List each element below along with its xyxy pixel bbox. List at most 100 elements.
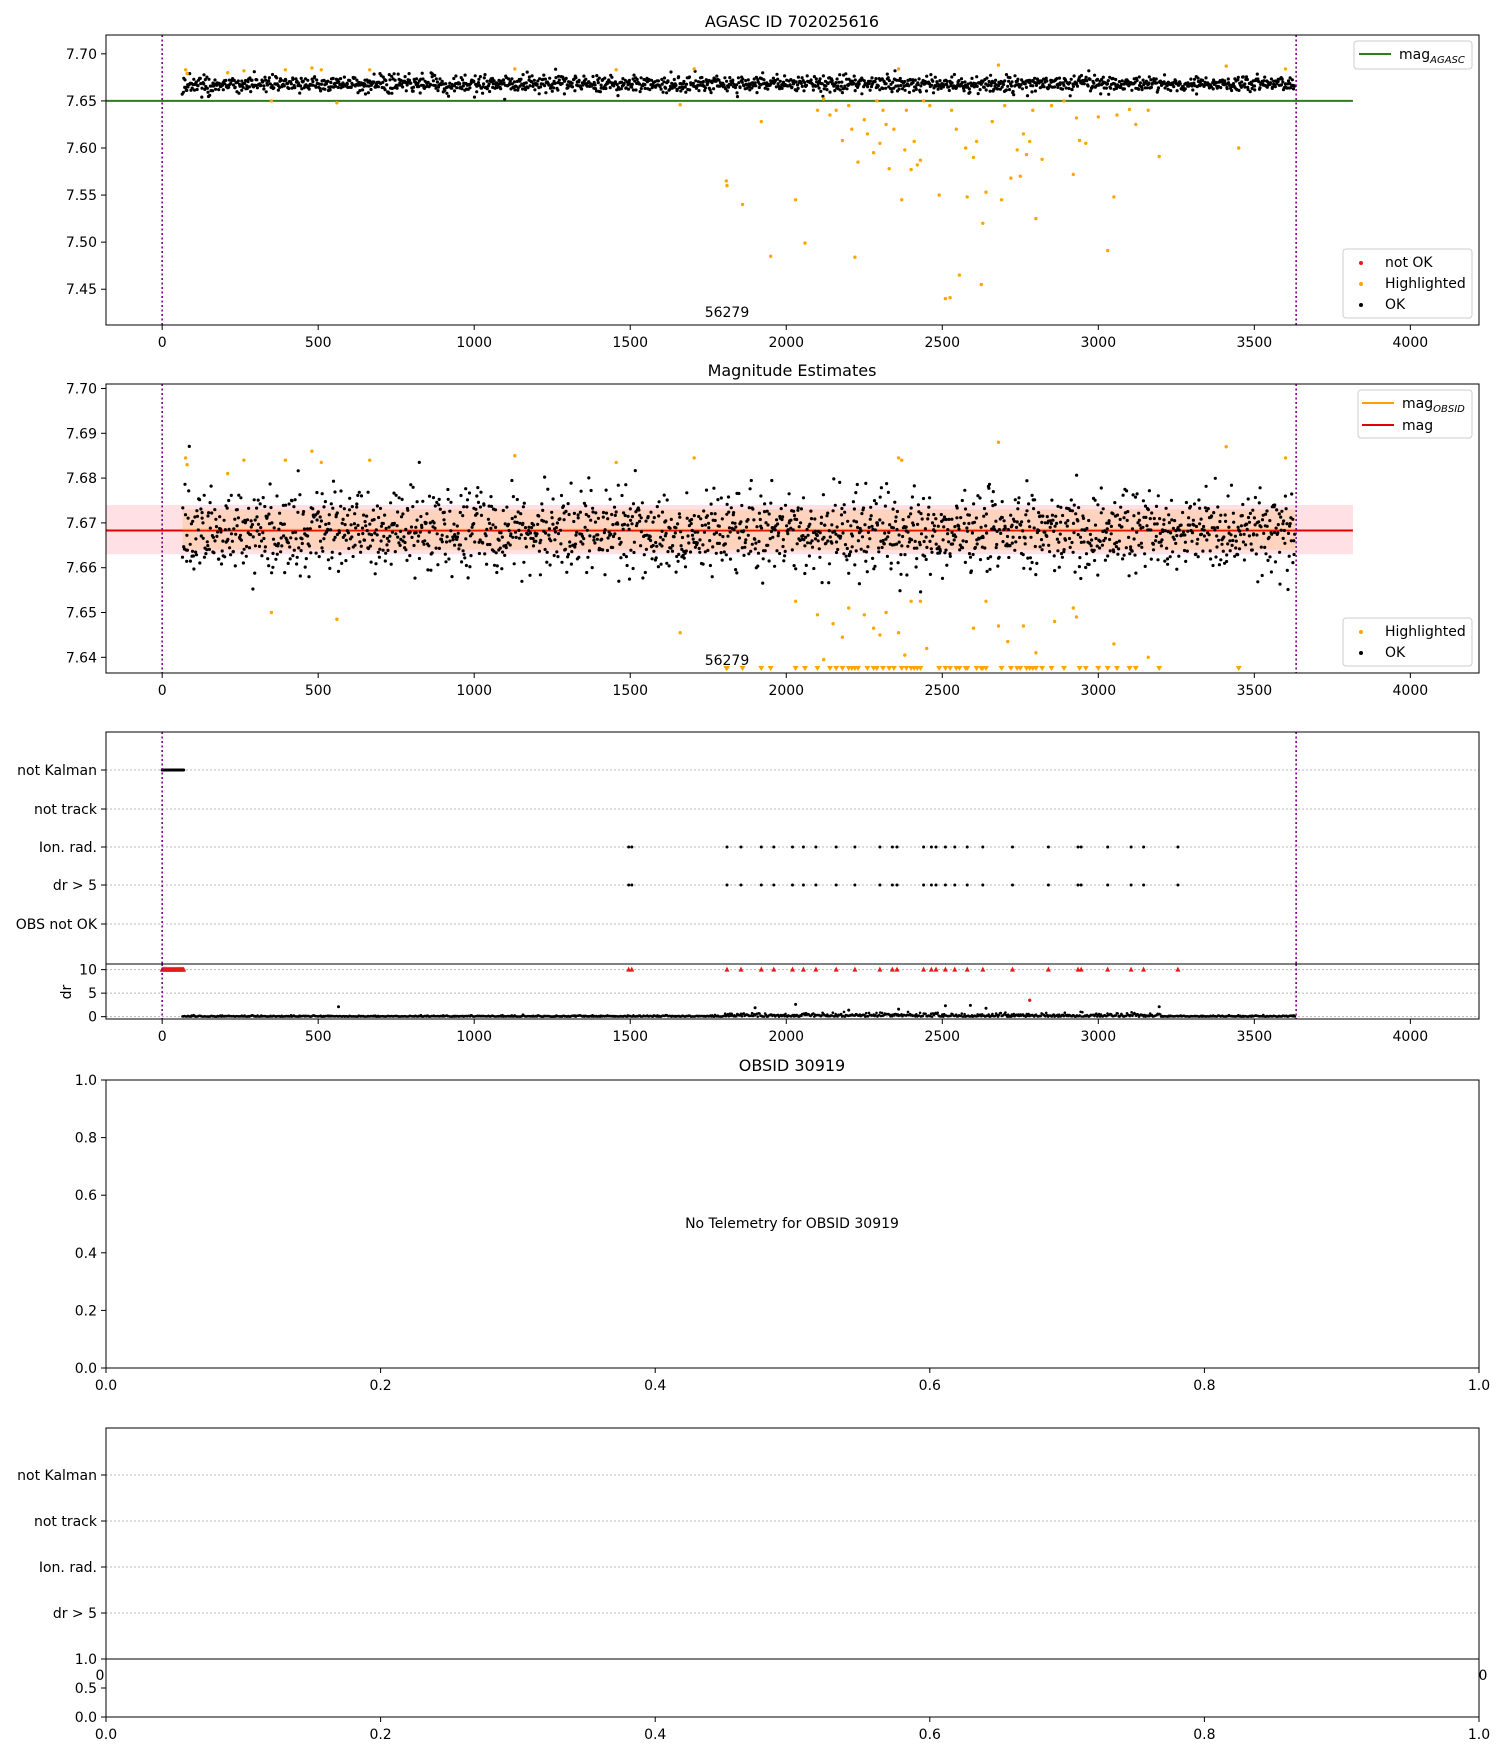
agasc-ok-point [1178, 82, 1182, 86]
mag-estimates-ok-point [915, 546, 919, 550]
mag-estimates-ok-point [1202, 528, 1206, 532]
agasc-ok-point [400, 82, 404, 86]
mag-estimates-ok-point [329, 502, 333, 506]
mag-estimates-ok-point [1190, 531, 1195, 535]
mag-estimates-ok-point [832, 477, 836, 481]
mag-estimates-ok-point [840, 522, 845, 526]
mag-estimates-ok-point [941, 518, 945, 522]
mag-estimates-ok-point [740, 503, 744, 508]
agasc-ok-point [490, 76, 495, 81]
mag-estimates-ok-point [1250, 548, 1254, 552]
agasc-ok-point [339, 77, 343, 81]
agasc-ok-point [1031, 84, 1035, 88]
agasc-ok-point [847, 82, 852, 86]
agasc-ok-point [233, 85, 237, 89]
mag-estimates-ok-point [1115, 513, 1120, 517]
agasc-ok-point [1288, 76, 1292, 80]
mag-estimates-xtick-label: 2000 [768, 683, 804, 699]
mag-estimates-ok-point [612, 505, 617, 509]
mag-estimates-ok-point [287, 502, 291, 506]
mag-estimates-ok-point [339, 504, 343, 508]
flags-ion-rad-point [1142, 845, 1146, 849]
dr-point [1027, 1012, 1030, 1016]
agasc-ok-point [828, 90, 832, 94]
agasc-ok-point [945, 82, 949, 87]
mag-estimates-ok-point [404, 527, 408, 532]
mag-estimates-ok-point [711, 545, 715, 549]
mag-estimates-ok-point [705, 514, 710, 518]
mag-estimates-ok-point [657, 514, 661, 518]
agasc-ok-point [838, 73, 842, 77]
flags-ion-rad-point [853, 845, 857, 849]
agasc-ok-point [776, 82, 780, 86]
agasc-ok-point [754, 84, 758, 88]
mag-estimates-ok-point [284, 503, 288, 507]
mag-estimates-ok-point [962, 521, 966, 526]
mag-estimates-ok-point [493, 508, 498, 512]
mag-estimates-ok-point [1030, 560, 1034, 565]
agasc-ok-point [924, 89, 929, 93]
mag-estimates-ok-point [770, 478, 774, 483]
agasc-ok-point [1288, 82, 1292, 86]
mag-estimates-ok-point [1151, 548, 1156, 552]
mag-estimates-ok-point [302, 527, 306, 531]
mag-estimates-xtick-label: 3000 [1080, 683, 1116, 699]
dr-point [921, 1014, 925, 1018]
mag-estimates-ok-point [521, 521, 525, 526]
mag-estimates-offscale-marker [998, 666, 1005, 671]
mag-estimates-ok-point [522, 560, 526, 564]
mag-estimates-ok-point [633, 469, 637, 473]
agasc-ok-point [448, 81, 452, 85]
mag-estimates-ok-point [1131, 493, 1135, 497]
mag-estimates-ok-point [1107, 521, 1111, 525]
mag-estimates-ok-point [381, 548, 385, 552]
mag-estimates-ok-point [545, 550, 549, 554]
mag-estimates-ok-point [1043, 530, 1047, 534]
mag-estimates-ok-point [398, 543, 402, 548]
mag-estimates-ok-point [965, 529, 970, 533]
mag-estimates-ok-point [508, 543, 512, 547]
agasc-ok-point [421, 77, 425, 81]
mag-estimates-ok-point [652, 516, 656, 520]
mag-estimates-ok-point [265, 515, 269, 519]
mag-estimates-ok-point [572, 519, 576, 524]
mag-estimates-ok-point [641, 576, 645, 580]
agasc-ok-point [1240, 80, 1244, 84]
agasc-highlighted-point [865, 132, 870, 136]
mag-estimates-ok-point [948, 554, 952, 559]
mag-estimates-ok-point [453, 543, 457, 547]
mag-estimates-ok-point [1216, 525, 1220, 530]
mag-estimates-ok-point [1268, 519, 1272, 523]
agasc-ok-point [835, 77, 839, 81]
mag-estimates-ok-point [781, 515, 785, 519]
mag-estimates-ok-point [263, 549, 267, 553]
mag-estimates-ok-point [592, 535, 596, 539]
mag-estimates-ok-point [299, 549, 303, 553]
mag-estimates-ok-point [517, 536, 522, 540]
flags-ion-rad-point [772, 845, 776, 849]
agasc-ok-point [1165, 84, 1169, 88]
agasc-ok-point [436, 89, 440, 93]
agasc-ok-point [874, 77, 878, 81]
mag-estimates-ok-point [913, 539, 917, 544]
agasc-ok-point [196, 84, 200, 88]
mag-estimates-ok-point [1084, 552, 1089, 556]
mag-estimates-ok-point [1017, 496, 1021, 500]
mag-estimates-ok-point [340, 561, 344, 566]
agasc-ok-point [1138, 81, 1142, 85]
mag-estimates-ok-point [999, 531, 1003, 536]
mag-estimates-ok-point [461, 514, 465, 518]
mag-estimates-ok-point [622, 511, 626, 515]
agasc-frame [105, 34, 1480, 326]
mag-estimates-ok-point [878, 518, 882, 522]
mag-estimates-ok-point [489, 495, 493, 499]
agasc-ok-point [507, 82, 512, 86]
mag-estimates-ok-point [545, 560, 549, 564]
agasc-ok-point [703, 88, 707, 93]
mag-estimates-ok-point [677, 512, 682, 516]
mag-estimates-ok-point [923, 554, 927, 558]
mag-estimates-ok-point [845, 546, 849, 551]
mag-estimates-ok-point [519, 533, 523, 537]
mag-estimates-highlighted-point [822, 657, 826, 662]
agasc-ok-point [615, 88, 619, 92]
